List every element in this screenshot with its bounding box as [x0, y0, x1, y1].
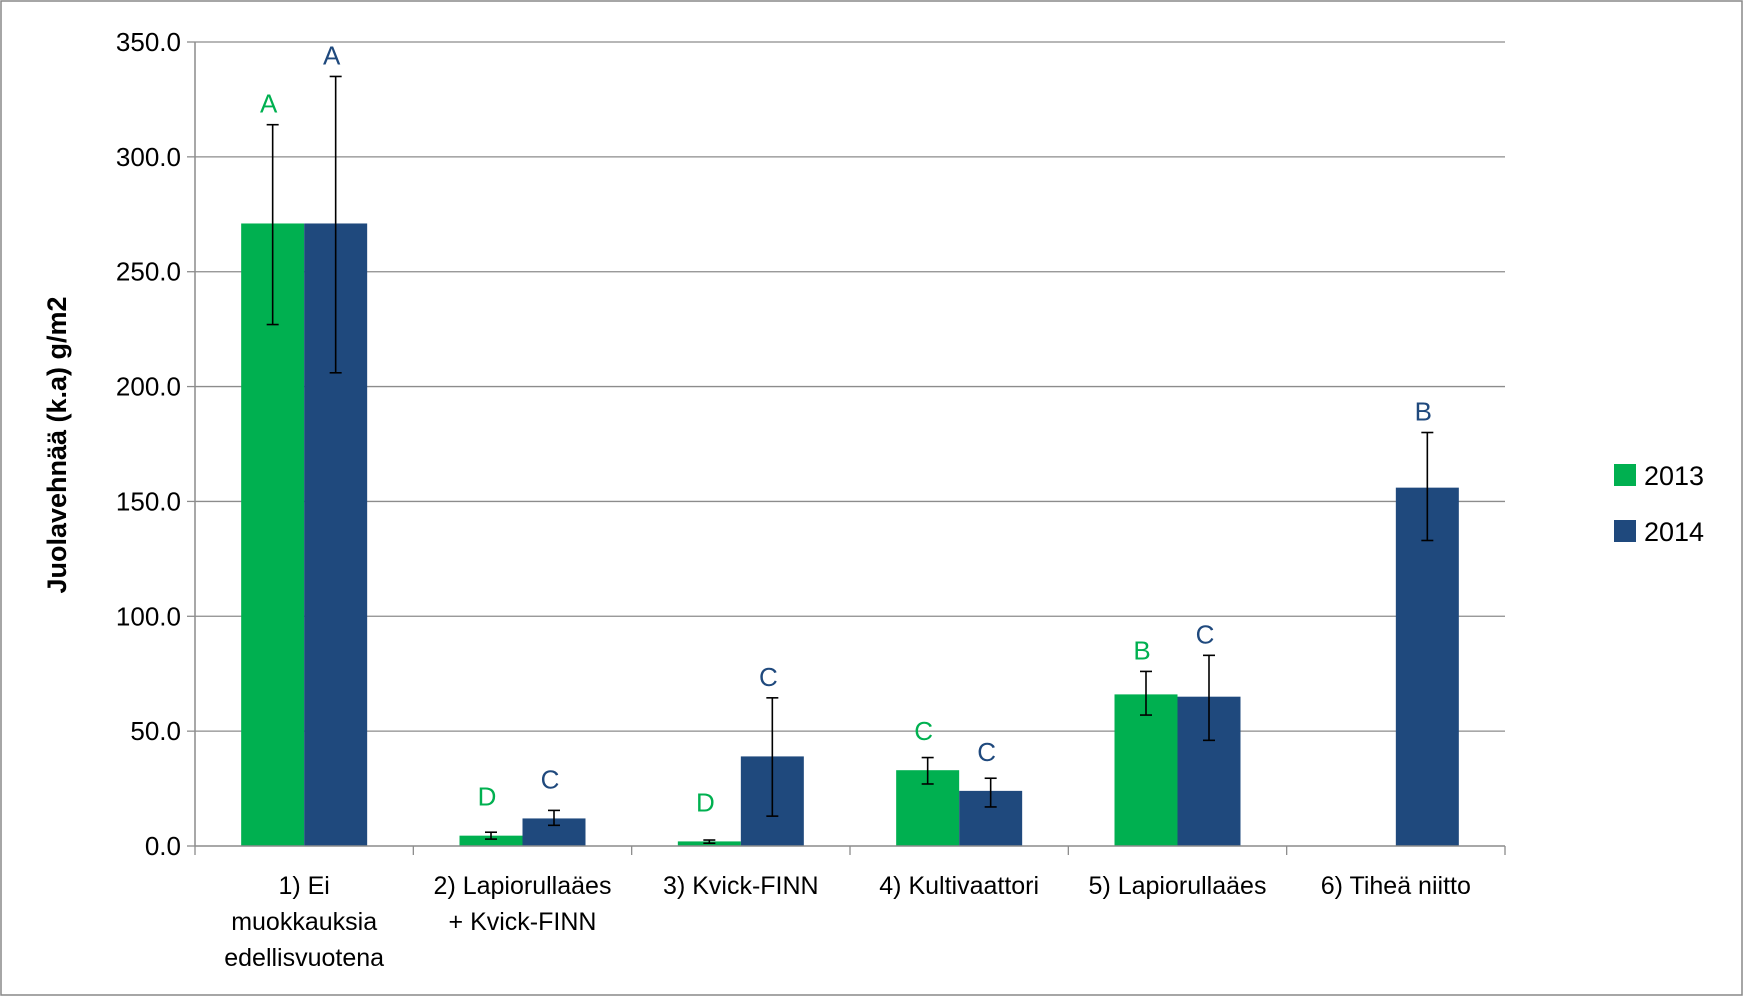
significance-letter: A: [260, 89, 278, 119]
significance-letter: C: [759, 662, 778, 692]
y-tick-label: 350.0: [116, 27, 181, 57]
legend-label-2014: 2014: [1644, 517, 1704, 547]
x-tick-label: 3) Kvick-FINN: [663, 872, 819, 900]
significance-letter: C: [1196, 619, 1215, 649]
error-bar: [548, 809, 560, 827]
error-bar: [1203, 654, 1215, 742]
x-tick-label: 2) Lapiorullaäes + Kvick-FINN: [434, 872, 612, 936]
y-tick-label: 200.0: [116, 372, 181, 402]
significance-letter: C: [977, 737, 996, 767]
y-tick-label: 150.0: [116, 486, 181, 516]
error-bar: [921, 756, 934, 785]
legend-swatch-2013: [1614, 464, 1636, 486]
x-tick-label: 5) Lapiorullaäes: [1089, 872, 1267, 900]
y-tick-label: 300.0: [116, 142, 181, 172]
bar-2013: [1114, 694, 1178, 846]
significance-letter: C: [914, 716, 933, 746]
bar-2013: [241, 223, 305, 846]
error-bar: [329, 75, 342, 374]
error-bar: [984, 777, 997, 808]
y-tick-label: 100.0: [116, 601, 181, 631]
error-bar: [1140, 670, 1152, 716]
error-bar: [703, 839, 716, 845]
significance-letter: A: [323, 40, 341, 70]
significance-letter: B: [1415, 397, 1432, 427]
y-tick-label: 0.0: [145, 831, 181, 861]
error-bar: [266, 123, 279, 326]
y-axis-label: Juolavehnää (k.a) g/m2: [42, 296, 72, 593]
y-tick-label: 50.0: [130, 716, 181, 746]
bar-2014: [1395, 487, 1459, 846]
legend-label-2013: 2013: [1644, 461, 1704, 491]
significance-letter: D: [478, 782, 497, 812]
x-tick-label: 4) Kultivaattori: [879, 872, 1039, 900]
error-bar: [766, 697, 779, 817]
bar-2013: [459, 835, 523, 846]
error-bar: [1421, 431, 1434, 542]
x-tick-label: 1) Ei muokkauksia edellisvuotena: [224, 872, 384, 972]
y-tick-label: 250.0: [116, 257, 181, 287]
significance-letter: D: [696, 787, 715, 817]
significance-letter: C: [541, 764, 560, 794]
significance-letter: B: [1133, 635, 1150, 665]
error-bar: [485, 831, 497, 840]
x-tick-label: 6) Tiheä niitto: [1321, 872, 1471, 900]
legend-swatch-2014: [1614, 520, 1636, 542]
